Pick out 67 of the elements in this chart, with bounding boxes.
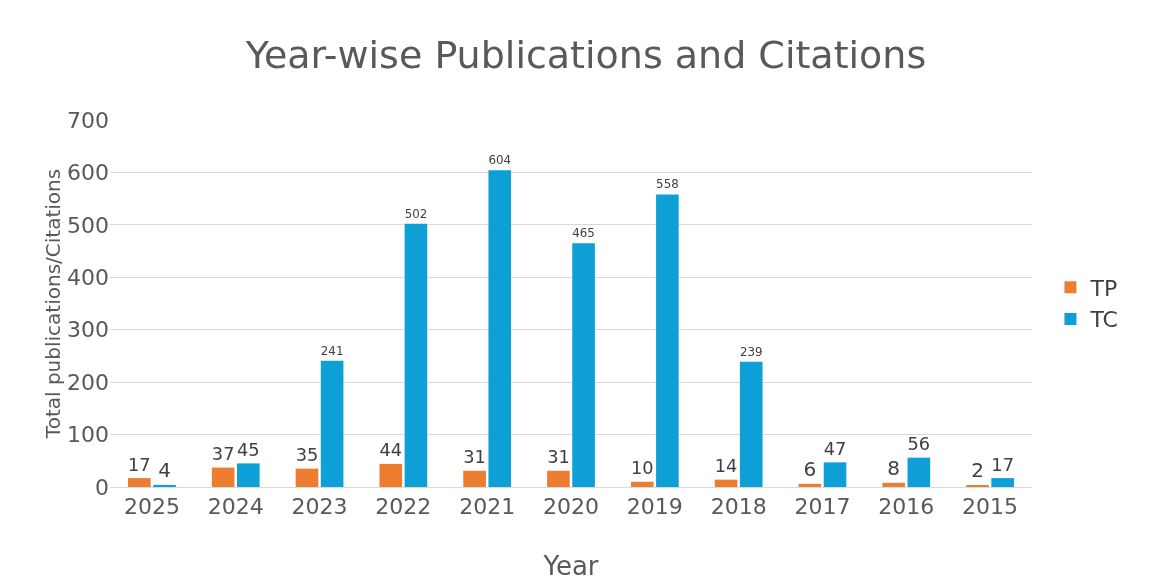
x-tick-label: 2023 bbox=[291, 494, 348, 520]
data-label: 37 bbox=[211, 443, 235, 465]
y-tick-label: 100 bbox=[67, 422, 109, 448]
x-tick-label: 2017 bbox=[794, 494, 851, 520]
x-tick-label: 2019 bbox=[626, 494, 683, 520]
bar bbox=[320, 360, 344, 487]
x-tick-label: 2025 bbox=[123, 494, 180, 520]
bar bbox=[714, 479, 738, 487]
x-tick-label: 2022 bbox=[375, 494, 432, 520]
bar bbox=[991, 478, 1014, 487]
bar bbox=[236, 463, 260, 487]
data-label: 14 bbox=[714, 455, 738, 477]
bar bbox=[798, 483, 822, 487]
data-label: 239 bbox=[739, 344, 763, 359]
data-label: 17 bbox=[991, 453, 1014, 475]
bar bbox=[295, 468, 319, 487]
bar bbox=[463, 470, 486, 487]
data-label: 47 bbox=[823, 437, 847, 459]
bar bbox=[739, 361, 763, 487]
x-tick-label: 2016 bbox=[878, 494, 935, 520]
bar bbox=[211, 467, 235, 487]
data-label: 31 bbox=[463, 446, 486, 468]
bar bbox=[907, 457, 931, 487]
x-axis-title: Year bbox=[542, 551, 599, 581]
x-tick-label: 2020 bbox=[543, 494, 599, 520]
bar bbox=[882, 482, 906, 487]
data-label: 8 bbox=[887, 455, 901, 480]
bar bbox=[547, 470, 570, 487]
bar bbox=[153, 484, 176, 487]
data-label: 56 bbox=[907, 433, 931, 455]
bar bbox=[488, 170, 512, 487]
data-label: 35 bbox=[295, 444, 319, 466]
data-label: 604 bbox=[488, 153, 512, 168]
data-label: 44 bbox=[379, 439, 403, 461]
y-tick-label: 0 bbox=[95, 474, 109, 500]
y-tick-label: 600 bbox=[67, 160, 109, 186]
data-label: 6 bbox=[803, 456, 817, 481]
bar bbox=[404, 223, 428, 487]
bar bbox=[572, 243, 595, 487]
y-tick-label: 500 bbox=[67, 212, 109, 238]
bar bbox=[128, 478, 151, 487]
x-tick-label: 2021 bbox=[459, 494, 516, 520]
data-label: 45 bbox=[237, 438, 260, 460]
y-tick-label: 700 bbox=[67, 107, 109, 133]
bar bbox=[656, 194, 679, 487]
x-tick-label: 2018 bbox=[710, 494, 767, 520]
y-tick-label: 300 bbox=[67, 317, 109, 343]
data-label: 502 bbox=[404, 206, 428, 221]
data-label: 558 bbox=[656, 177, 679, 192]
y-tick-label: 200 bbox=[67, 369, 109, 395]
bar bbox=[630, 481, 654, 487]
legend-label: TP bbox=[1089, 275, 1118, 301]
data-label: 2 bbox=[971, 458, 984, 482]
y-axis-title: Total publications/Citations bbox=[41, 168, 65, 440]
data-label: 4 bbox=[158, 457, 171, 482]
chart-title: Year-wise Publications and Citations bbox=[244, 32, 927, 77]
bar bbox=[379, 463, 403, 487]
x-tick-label: 2024 bbox=[207, 494, 264, 520]
x-tick-label: 2015 bbox=[962, 494, 1019, 520]
data-label: 17 bbox=[128, 453, 151, 475]
bar bbox=[823, 462, 847, 487]
data-label: 10 bbox=[630, 457, 654, 479]
y-tick-label: 400 bbox=[67, 264, 109, 290]
legend-label: TC bbox=[1089, 307, 1118, 333]
data-label: 465 bbox=[572, 226, 595, 241]
data-label: 241 bbox=[320, 343, 344, 358]
data-label: 31 bbox=[547, 446, 570, 468]
